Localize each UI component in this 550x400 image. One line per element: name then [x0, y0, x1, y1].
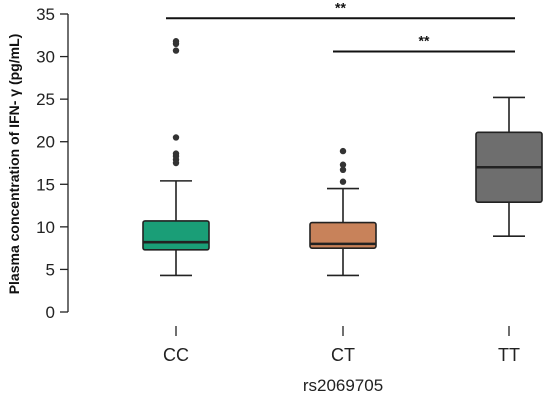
box-ct: [309, 147, 377, 277]
x-tick-label: TT: [498, 345, 520, 365]
x-tick-label: CC: [163, 345, 189, 365]
y-axis: 0 5 10 15 20 25 30 35: [36, 5, 69, 322]
outlier-point: [172, 47, 180, 54]
y-tick-label: 5: [46, 260, 55, 279]
y-tick-label: 15: [36, 175, 55, 194]
significance-label: **: [335, 0, 346, 15]
y-tick-label: 25: [36, 90, 55, 109]
x-axis-title: rs2069705: [303, 376, 383, 395]
boxes: [142, 38, 543, 277]
y-tick-label: 30: [36, 48, 55, 67]
y-tick-label: 35: [36, 5, 55, 24]
y-axis-title: Plasma concentration of IFN- γ (pg/mL): [6, 34, 22, 295]
outlier-point: [172, 134, 180, 141]
outlier-point: [339, 147, 347, 155]
outlier-point: [339, 161, 347, 168]
outlier-point: [339, 178, 347, 185]
iqr-box: [142, 220, 210, 251]
outlier-point: [339, 166, 347, 174]
significance-annotations: ** **: [166, 0, 515, 53]
x-axis: CC CT TT: [163, 326, 520, 365]
y-tick-label: 0: [46, 303, 55, 322]
outlier-point: [172, 38, 180, 45]
y-tick-label: 20: [36, 133, 55, 152]
iqr-box: [309, 221, 377, 249]
outlier-point: [172, 150, 180, 157]
box-cc: [142, 38, 210, 277]
box-tt: [475, 96, 543, 238]
x-tick-label: CT: [331, 345, 355, 365]
significance-label: **: [419, 32, 430, 48]
y-tick-label: 10: [36, 218, 55, 237]
